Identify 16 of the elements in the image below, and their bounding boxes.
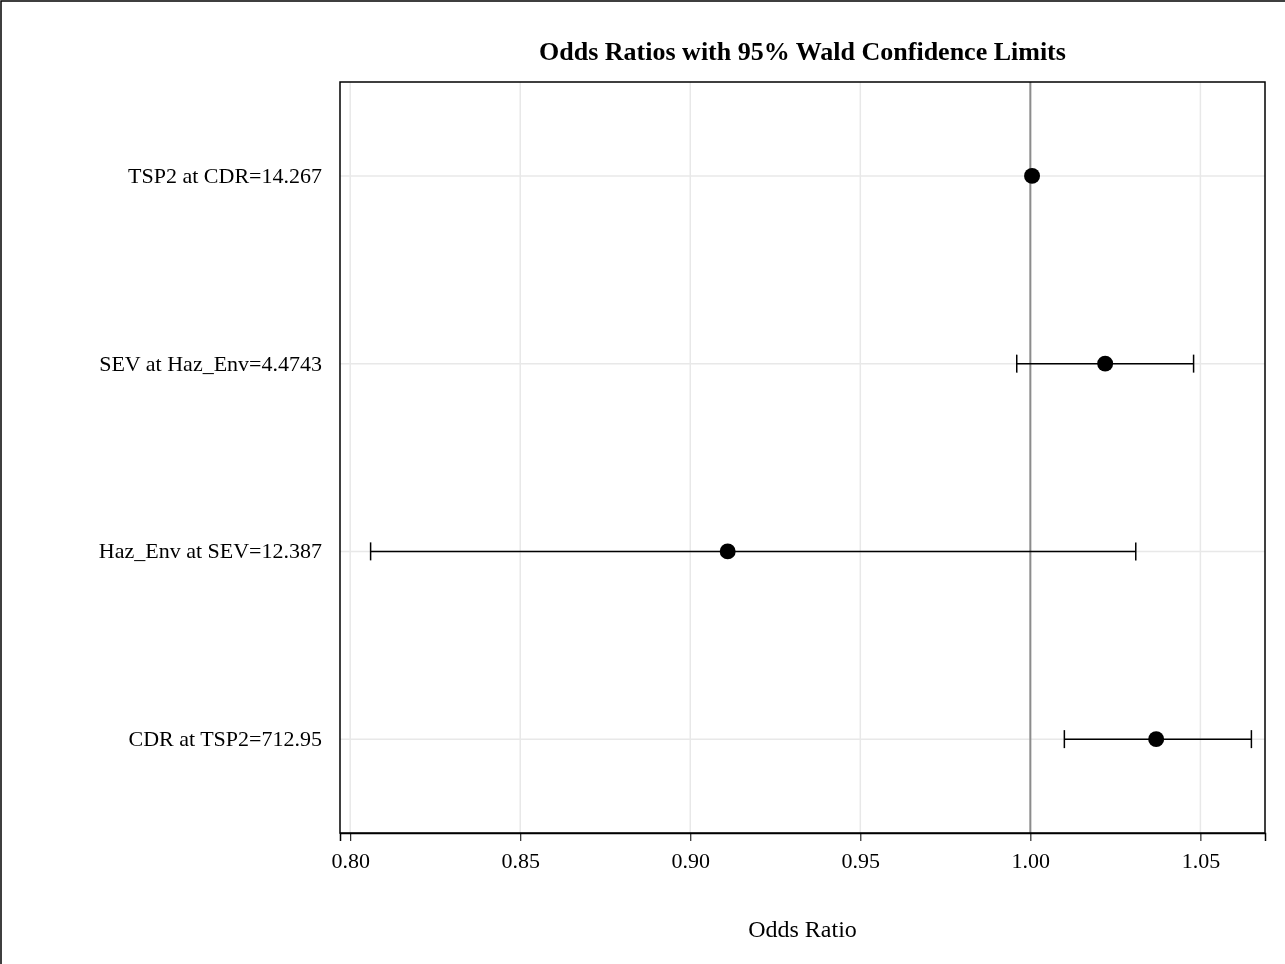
x-tick-label: 0.90 [671,848,711,874]
x-tick-label: 1.00 [1011,848,1051,874]
x-tick-label: 0.80 [331,848,370,874]
y-tick-label: Haz_Env at SEV=12.387 [98,538,322,564]
y-tick-label: CDR at TSP2=712.95 [128,726,322,752]
x-tick-label: 0.95 [841,848,881,874]
chart-title: Odds Ratios with 95% Wald Confidence Limits [539,37,1066,66]
point [1024,167,1041,184]
x-tick-label: 1.05 [1181,848,1221,874]
point [1097,355,1114,372]
x-axis-title: Odds Ratio [748,916,857,942]
y-tick-label: TSP2 at CDR=14.267 [128,162,322,188]
point [1148,731,1165,748]
y-tick-label: SEV at Haz_Env=4.4743 [99,350,322,376]
x-tick-label: 0.85 [501,848,540,874]
point [719,543,736,560]
